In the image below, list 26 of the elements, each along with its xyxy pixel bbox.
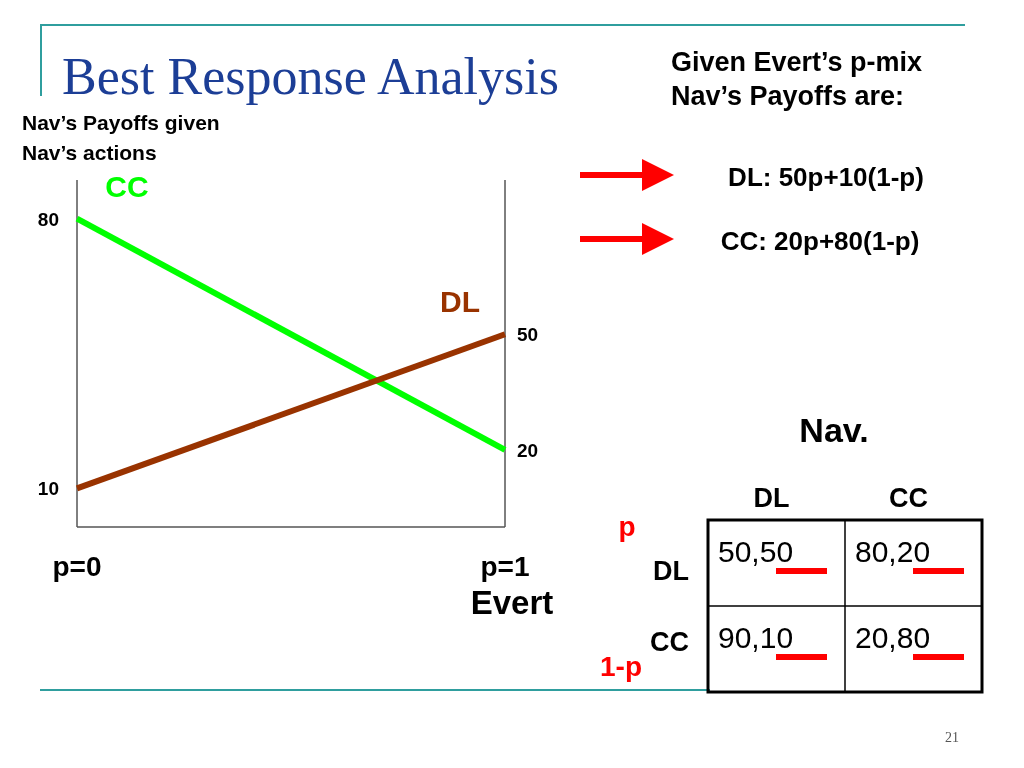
y-tick-label: 80 [37, 208, 59, 230]
y2-tick-label: 20 [517, 439, 539, 461]
text: 20,80 [855, 621, 931, 654]
y-tick-label: 10 [37, 478, 59, 500]
text: 90,10 [718, 621, 794, 654]
x-tick-label: p=1 [480, 551, 530, 582]
text: 50,50 [718, 535, 794, 568]
text: DL: 50p+10(1-p) [728, 162, 924, 192]
text: CC: 20p+80(1-p) [720, 226, 920, 256]
category-label: CC [889, 483, 928, 513]
text: 21 [945, 730, 959, 745]
chart-title: Best Response Analysis [62, 48, 559, 105]
category-label: CC [650, 627, 689, 657]
y2-tick-label: 50 [517, 324, 539, 346]
y-axis-title: Nav’s Payoffs given Nav’s actions [22, 111, 220, 164]
text: Nav. [799, 411, 869, 449]
x-axis-title: Evert [470, 584, 554, 621]
text: 80,20 [855, 535, 931, 568]
text: 1-p [600, 651, 642, 682]
series-label: DL [440, 285, 480, 319]
series-label: CC [105, 169, 149, 203]
text: Given Evert’s p-mix Nav’s Payoffs are: [671, 47, 923, 111]
text: p [618, 511, 636, 542]
category-label: DL [753, 483, 790, 513]
x-tick-label: p=0 [52, 551, 102, 582]
category-label: DL [653, 556, 689, 586]
